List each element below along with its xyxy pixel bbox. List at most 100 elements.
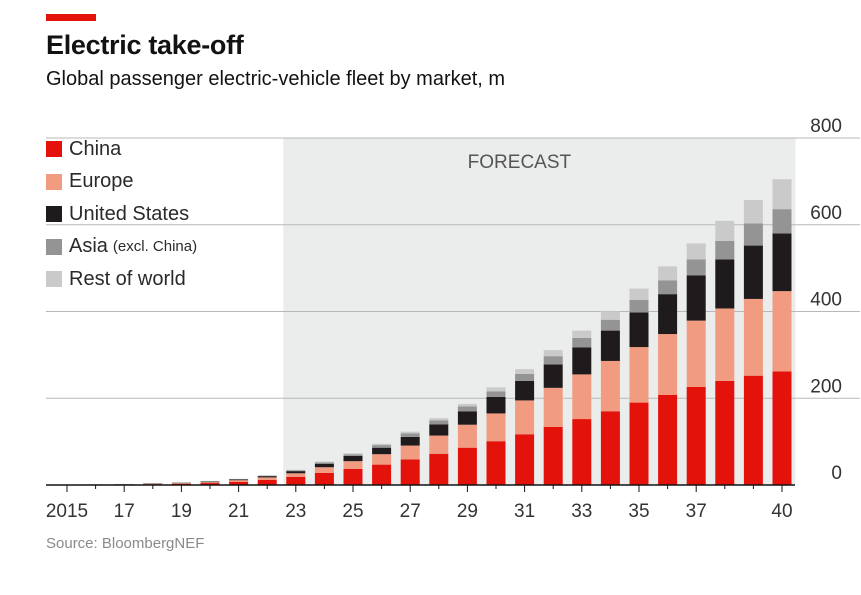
y-tick-label-800: 800 — [810, 116, 842, 137]
x-tick-label-2027: 27 — [400, 501, 421, 522]
bar-asia-2031 — [515, 373, 535, 381]
bar-europe-2027 — [400, 445, 420, 460]
bar-china-2025 — [343, 468, 363, 485]
bar-europe-2021 — [229, 480, 249, 482]
legend-swatch-china — [46, 141, 62, 158]
bar-china-2021 — [229, 481, 249, 485]
bar-china-2029 — [457, 447, 477, 485]
legend-item-europe: Europe — [46, 166, 197, 199]
legend-item-asia: Asia (excl. China) — [46, 231, 197, 264]
bar-europe-2020 — [200, 482, 220, 484]
legend-note-asia: (excl. China) — [112, 238, 198, 256]
legend-item-rest-of-world: Rest of world — [46, 263, 197, 296]
legend-label-united-states: United States — [69, 202, 190, 225]
x-tick-label-2035: 35 — [628, 501, 649, 522]
bar-rest-of-world-2029 — [457, 403, 477, 407]
bar-europe-2031 — [515, 400, 535, 435]
bar-united-states-2034 — [600, 330, 620, 361]
bar-united-states-2039 — [743, 245, 763, 299]
bar-europe-2036 — [658, 334, 678, 395]
bar-europe-2039 — [743, 298, 763, 376]
x-tick-label-2015: 2015 — [46, 501, 88, 522]
bar-asia-2039 — [743, 223, 763, 246]
bar-rest-of-world-2028 — [429, 418, 449, 421]
forecast-label: FORECAST — [468, 152, 572, 173]
x-tick-label-2025: 25 — [342, 501, 363, 522]
bar-united-states-2020 — [200, 481, 220, 483]
bar-united-states-2025 — [343, 455, 363, 462]
bar-rest-of-world-2036 — [658, 266, 678, 281]
x-tick-label-2031: 31 — [514, 501, 535, 522]
bar-rest-of-world-2032 — [543, 350, 563, 357]
bar-rest-of-world-2024 — [314, 461, 334, 463]
bar-united-states-2033 — [572, 347, 592, 375]
bar-china-2030 — [486, 441, 506, 485]
bar-asia-2040 — [772, 209, 792, 234]
bar-asia-2038 — [715, 240, 735, 260]
bar-united-states-2029 — [457, 411, 477, 425]
legend-label-rest-of-world: Rest of world — [69, 267, 186, 290]
bar-united-states-2027 — [400, 436, 420, 446]
source-note: Source: BloombergNEF — [46, 535, 205, 552]
bar-asia-2025 — [343, 454, 363, 456]
x-tick-label-2017: 17 — [114, 501, 135, 522]
bar-united-states-2037 — [686, 275, 706, 321]
bar-asia-2026 — [372, 445, 392, 448]
bar-asia-2032 — [543, 356, 563, 365]
chart-subtitle: Global passenger electric-vehicle fleet … — [46, 68, 506, 90]
bar-rest-of-world-2033 — [572, 330, 592, 338]
bar-united-states-2035 — [629, 312, 649, 348]
bar-united-states-2030 — [486, 396, 506, 414]
bar-europe-2040 — [772, 291, 792, 372]
bar-asia-2034 — [600, 319, 620, 331]
bar-asia-2027 — [400, 433, 420, 437]
bar-china-2039 — [743, 375, 763, 485]
bar-asia-2029 — [457, 406, 477, 412]
bar-china-2023 — [286, 476, 306, 485]
bar-europe-2023 — [286, 473, 306, 477]
bar-united-states-2031 — [515, 380, 535, 401]
bar-united-states-2040 — [772, 233, 792, 292]
bar-europe-2038 — [715, 308, 735, 381]
bar-europe-2022 — [257, 477, 277, 480]
bar-china-2024 — [314, 472, 334, 485]
bar-rest-of-world-2027 — [400, 431, 420, 434]
accent-bar — [46, 14, 96, 21]
x-tick-label-2023: 23 — [285, 501, 306, 522]
bar-rest-of-world-2038 — [715, 220, 735, 241]
bar-rest-of-world-2030 — [486, 387, 506, 392]
bar-asia-2036 — [658, 280, 678, 295]
bar-europe-2028 — [429, 435, 449, 454]
bar-europe-2024 — [314, 467, 334, 473]
bar-asia-2035 — [629, 299, 649, 313]
legend-swatch-europe — [46, 173, 62, 190]
legend-label-europe: Europe — [69, 170, 134, 193]
bar-europe-2030 — [486, 413, 506, 442]
x-tick-label-2040: 40 — [771, 501, 792, 522]
bar-china-2037 — [686, 386, 706, 485]
bar-china-2040 — [772, 371, 792, 485]
bar-china-2035 — [629, 402, 649, 485]
bar-asia-2023 — [286, 470, 306, 472]
x-tick-label-2019: 19 — [171, 501, 192, 522]
bar-europe-2035 — [629, 347, 649, 403]
chart-title: Electric take-off — [46, 30, 244, 60]
bar-united-states-2026 — [372, 447, 392, 455]
y-tick-label-400: 400 — [810, 290, 842, 311]
legend: China Europe United States Asia (excl. C… — [46, 133, 197, 296]
y-tick-label-600: 600 — [810, 203, 842, 224]
bar-rest-of-world-2039 — [743, 200, 763, 224]
bar-china-2034 — [600, 411, 620, 485]
bar-united-states-2022 — [257, 476, 277, 478]
bar-asia-2024 — [314, 462, 334, 464]
legend-label-china: China — [69, 137, 122, 160]
x-tick-label-2021: 21 — [228, 501, 249, 522]
legend-item-united-states: United States — [46, 198, 197, 231]
bar-china-2036 — [658, 394, 678, 485]
bar-europe-2037 — [686, 320, 706, 387]
y-tick-label-0: 0 — [831, 463, 842, 484]
bar-europe-2019 — [171, 483, 191, 484]
bar-asia-2030 — [486, 391, 506, 397]
bar-china-2038 — [715, 380, 735, 485]
